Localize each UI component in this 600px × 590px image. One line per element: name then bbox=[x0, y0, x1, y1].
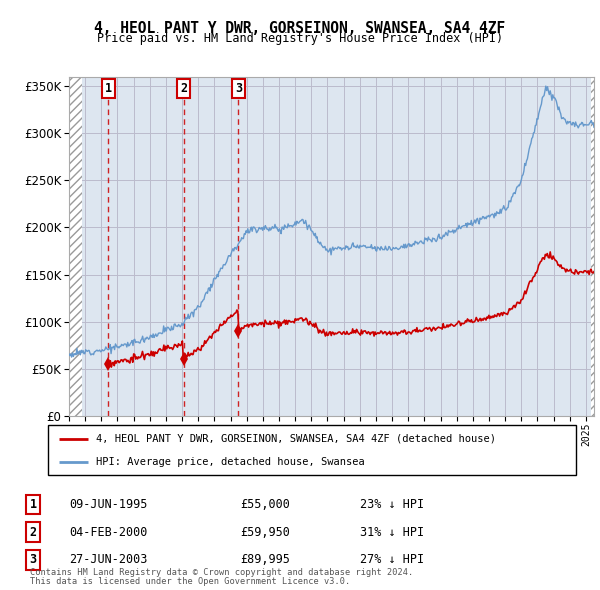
Text: £89,995: £89,995 bbox=[240, 553, 290, 566]
Text: 3: 3 bbox=[235, 82, 242, 95]
Text: 1: 1 bbox=[29, 498, 37, 511]
Text: Price paid vs. HM Land Registry's House Price Index (HPI): Price paid vs. HM Land Registry's House … bbox=[97, 32, 503, 45]
Text: This data is licensed under the Open Government Licence v3.0.: This data is licensed under the Open Gov… bbox=[30, 578, 350, 586]
Text: 2: 2 bbox=[180, 82, 187, 95]
Text: 4, HEOL PANT Y DWR, GORSEINON, SWANSEA, SA4 4ZF (detached house): 4, HEOL PANT Y DWR, GORSEINON, SWANSEA, … bbox=[95, 434, 496, 444]
Text: 27% ↓ HPI: 27% ↓ HPI bbox=[360, 553, 424, 566]
Text: 31% ↓ HPI: 31% ↓ HPI bbox=[360, 526, 424, 539]
Text: 1: 1 bbox=[105, 82, 112, 95]
Text: 27-JUN-2003: 27-JUN-2003 bbox=[69, 553, 148, 566]
Text: £59,950: £59,950 bbox=[240, 526, 290, 539]
Text: HPI: Average price, detached house, Swansea: HPI: Average price, detached house, Swan… bbox=[95, 457, 364, 467]
Text: £55,000: £55,000 bbox=[240, 498, 290, 511]
Text: 4, HEOL PANT Y DWR, GORSEINON, SWANSEA, SA4 4ZF: 4, HEOL PANT Y DWR, GORSEINON, SWANSEA, … bbox=[94, 21, 506, 35]
Bar bbox=[591, 77, 594, 416]
Text: 09-JUN-1995: 09-JUN-1995 bbox=[69, 498, 148, 511]
FancyBboxPatch shape bbox=[48, 425, 576, 475]
Text: 04-FEB-2000: 04-FEB-2000 bbox=[69, 526, 148, 539]
Text: Contains HM Land Registry data © Crown copyright and database right 2024.: Contains HM Land Registry data © Crown c… bbox=[30, 568, 413, 577]
Text: 3: 3 bbox=[29, 553, 37, 566]
Text: 2: 2 bbox=[29, 526, 37, 539]
Bar bbox=[69, 77, 82, 416]
Text: 23% ↓ HPI: 23% ↓ HPI bbox=[360, 498, 424, 511]
